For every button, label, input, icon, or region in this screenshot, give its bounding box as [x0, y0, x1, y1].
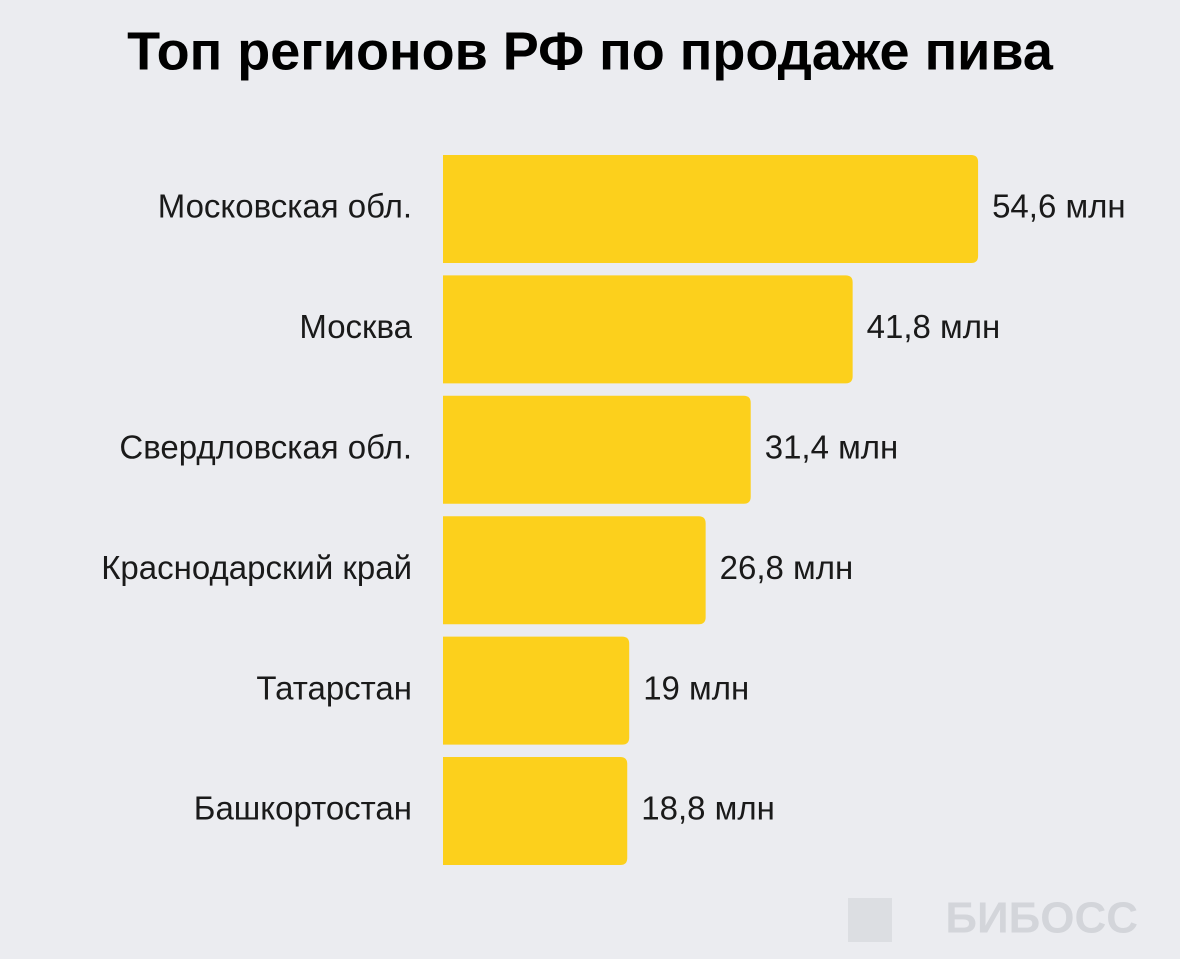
chart-title: Топ регионов РФ по продаже пива [127, 21, 1054, 81]
category-label: Татарстан [256, 669, 412, 706]
value-label: 26,8 млн [720, 549, 854, 586]
bar [443, 636, 630, 745]
bar [443, 395, 751, 504]
category-label: Московская обл. [158, 188, 412, 225]
value-label: 41,8 млн [867, 308, 1001, 345]
category-label: Свердловская обл. [119, 429, 412, 466]
value-label: 18,8 млн [641, 790, 775, 827]
category-label: Башкортостан [194, 790, 412, 827]
bar [443, 275, 853, 384]
bar [443, 516, 706, 625]
logo-icon [848, 898, 892, 942]
bar [443, 155, 979, 263]
category-label: Краснодарский край [101, 549, 412, 586]
category-label: Москва [299, 308, 412, 345]
watermark: БИБОСС [945, 894, 1138, 943]
value-label: 54,6 млн [992, 188, 1126, 225]
value-label: 31,4 млн [765, 429, 899, 466]
value-label: 19 млн [643, 669, 749, 706]
bar [443, 757, 628, 865]
